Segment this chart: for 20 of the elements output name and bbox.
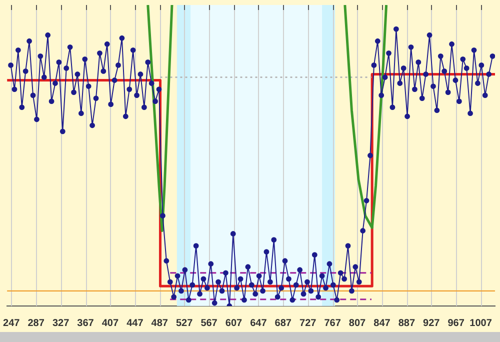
x-tick-label: 687 bbox=[274, 318, 292, 329]
x-tick-label: 1007 bbox=[470, 318, 492, 329]
x-tick-label: 447 bbox=[126, 318, 144, 329]
x-tick-label: 567 bbox=[200, 318, 218, 329]
x-tick-label: 247 bbox=[3, 318, 20, 329]
x-tick-label: 967 bbox=[448, 318, 465, 329]
x-tick-label: 607 bbox=[225, 318, 243, 329]
x-tick-label: 927 bbox=[423, 318, 440, 329]
x-tick-label: 887 bbox=[398, 318, 416, 329]
x-tick-label: 487 bbox=[151, 318, 168, 329]
x-tick-label: 847 bbox=[374, 318, 391, 329]
x-tick-label: 367 bbox=[77, 318, 94, 329]
x-tick-label: 767 bbox=[324, 318, 342, 329]
x-tick-label: 287 bbox=[28, 318, 45, 329]
x-tick-label: 327 bbox=[52, 318, 70, 329]
x-tick-label: 407 bbox=[102, 318, 119, 329]
x-tick-label: 527 bbox=[176, 318, 194, 329]
x-tick-label: 727 bbox=[300, 318, 317, 329]
x-tick-label: 807 bbox=[348, 318, 366, 329]
x-tick-label: 647 bbox=[250, 318, 268, 329]
